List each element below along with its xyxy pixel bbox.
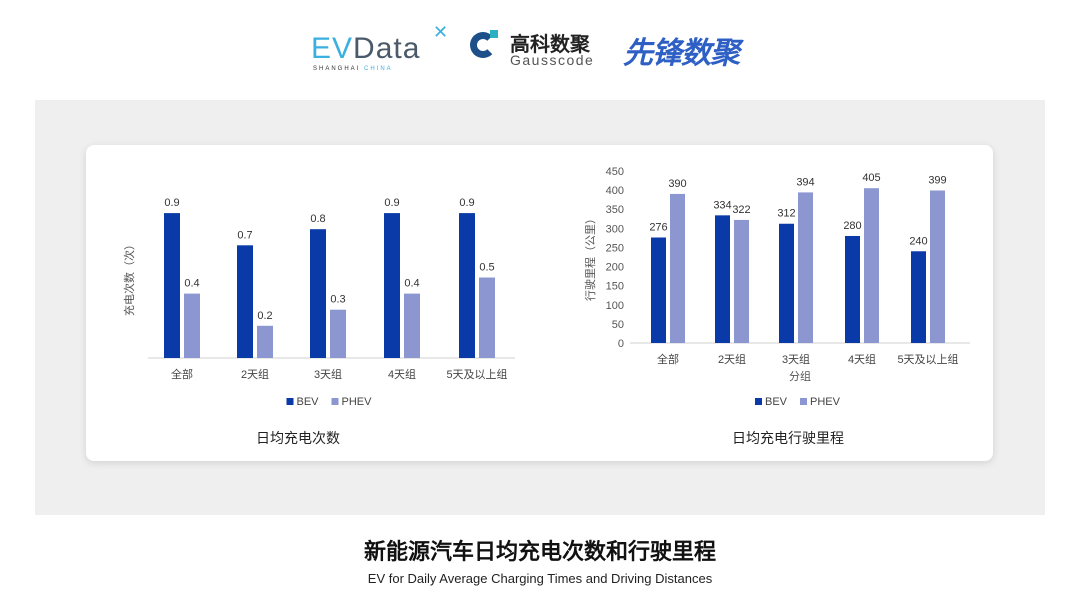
x-tick-label: 3天组 <box>782 352 810 366</box>
legend-label-bev: BEV <box>297 396 320 408</box>
data-label: 0.2 <box>257 310 272 322</box>
bar-phev <box>670 193 685 343</box>
xianfeng-logo: 先锋数聚 <box>623 37 740 70</box>
data-label: 390 <box>668 178 686 190</box>
y-tick-label: 350 <box>606 204 624 216</box>
x-axis-label: 分组 <box>789 369 811 383</box>
bar-phev <box>930 190 945 343</box>
y-axis-label: 行驶里程（公里） <box>583 213 597 301</box>
x-tick-label: 全部 <box>171 367 193 381</box>
bar-bev <box>459 213 475 358</box>
data-label: 0.7 <box>237 229 252 241</box>
bar-phev <box>864 188 879 343</box>
x-tick-label: 全部 <box>657 352 679 366</box>
data-label: 322 <box>732 204 750 216</box>
bar-bev <box>310 229 326 358</box>
data-label: 399 <box>928 174 946 186</box>
evdata-logo: EVData ✕ <box>311 22 448 66</box>
bar-bev <box>779 223 794 343</box>
y-tick-label: 400 <box>606 185 624 197</box>
gausscode-mark-icon <box>470 32 496 58</box>
y-tick-label: 100 <box>606 300 624 312</box>
legend-swatch-phev <box>331 398 339 405</box>
evdata-tagline-a: SHANGHAI <box>313 66 361 72</box>
x-tick-label: 2天组 <box>718 352 746 366</box>
y-tick-label: 0 <box>618 338 624 350</box>
bar-phev <box>734 219 749 343</box>
x-tick-label: 4天组 <box>388 367 416 381</box>
bar-bev <box>715 215 730 343</box>
data-label: 276 <box>649 222 667 234</box>
y-tick-label: 450 <box>606 166 624 178</box>
legend-swatch-bev <box>755 398 762 405</box>
data-label: 240 <box>909 235 927 247</box>
bar-phev <box>404 293 420 358</box>
bar-phev <box>479 277 495 358</box>
data-label: 0.8 <box>310 213 325 225</box>
data-label: 0.4 <box>404 278 419 290</box>
bar-phev <box>330 309 346 358</box>
y-axis-label: 充电次数（次） <box>122 239 136 316</box>
gausscode-en: Gausscode <box>510 52 595 68</box>
legend-swatch-bev <box>286 398 294 405</box>
data-label: 405 <box>862 172 880 184</box>
legend-label-phev: PHEV <box>342 396 373 408</box>
bar-bev <box>651 237 666 343</box>
y-tick-label: 250 <box>606 242 624 254</box>
data-label: 0.5 <box>479 262 494 274</box>
bar-bev <box>911 251 926 343</box>
data-label: 394 <box>796 176 814 188</box>
gausscode-cn: 高科数聚 <box>510 34 590 56</box>
evdata-logo-ev: EV <box>311 32 354 65</box>
data-label: 0.9 <box>164 197 179 209</box>
bar-phev <box>257 325 273 358</box>
page-title: 新能源汽车日均充电次数和行驶里程 <box>363 539 716 564</box>
data-label: 334 <box>713 199 731 211</box>
legend-swatch-phev <box>800 398 807 405</box>
y-tick-label: 200 <box>606 262 624 274</box>
chart-title: 日均充电次数 <box>256 430 340 446</box>
bar-phev <box>798 192 813 343</box>
x-tick-label: 2天组 <box>241 367 269 381</box>
bar-bev <box>845 235 860 343</box>
gausscode-square-icon <box>490 30 498 38</box>
evdata-x-icon: ✕ <box>433 22 450 42</box>
x-tick-label: 4天组 <box>848 352 876 366</box>
x-tick-label: 5天及以上组 <box>897 352 958 366</box>
y-tick-label: 50 <box>612 319 624 331</box>
y-tick-label: 150 <box>606 281 624 293</box>
bar-phev <box>184 293 200 358</box>
chart-title: 日均充电行驶里程 <box>732 430 844 446</box>
logo-bar: EVData ✕ SHANGHAI CHINA 高科数聚 Gausscode 先锋… <box>0 22 1080 74</box>
data-label: 0.9 <box>384 197 399 209</box>
evdata-logo-data: Data <box>353 32 421 65</box>
bar-bev <box>384 213 400 358</box>
data-label: 0.9 <box>459 197 474 209</box>
page-subtitle: EV for Daily Average Charging Times and … <box>367 571 713 586</box>
x-tick-label: 3天组 <box>314 367 342 381</box>
data-label: 312 <box>777 208 795 220</box>
x-tick-label: 5天及以上组 <box>446 367 507 381</box>
bar-bev <box>164 213 180 358</box>
evdata-tagline-b: CHINA <box>364 66 393 72</box>
bar-bev <box>237 245 253 358</box>
legend-label-phev: PHEV <box>810 396 841 408</box>
evdata-tagline: SHANGHAI CHINA <box>313 66 393 72</box>
data-label: 280 <box>843 220 861 232</box>
legend-label-bev: BEV <box>765 396 788 408</box>
data-label: 0.4 <box>184 278 199 290</box>
y-tick-label: 300 <box>606 223 624 235</box>
data-label: 0.3 <box>330 294 345 306</box>
